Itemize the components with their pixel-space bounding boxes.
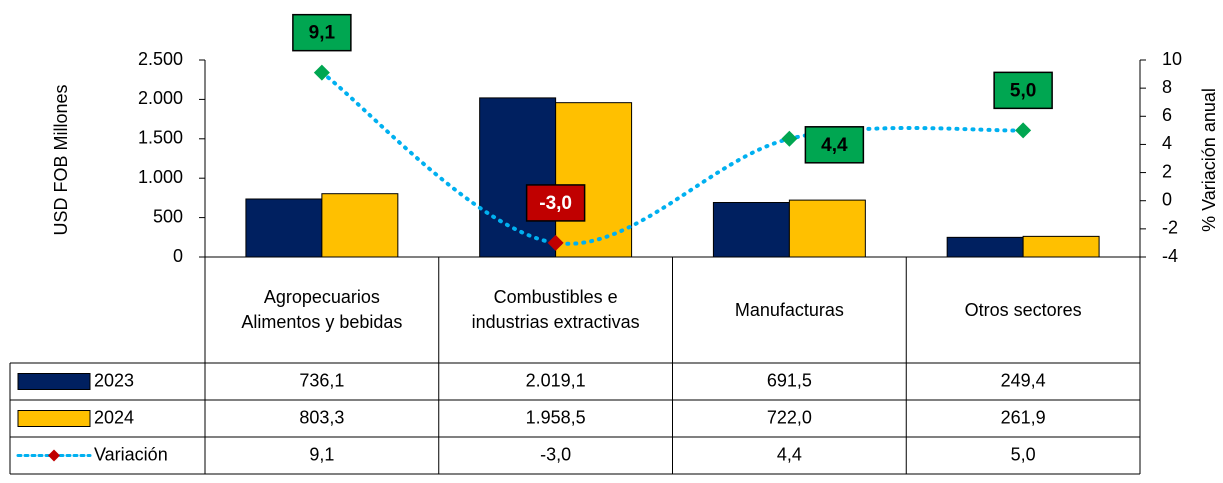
- table-value: 249,4: [1001, 370, 1046, 390]
- data-label-text: 4,4: [821, 135, 848, 156]
- line: [319, 70, 1026, 246]
- data-label: 4,4: [804, 126, 865, 164]
- data-label: -3,0: [525, 184, 586, 222]
- legend-marker: [48, 449, 60, 462]
- data-label: 5,0: [993, 71, 1053, 110]
- table-value: -3,0: [540, 444, 571, 464]
- y-tick-label: 2.500: [138, 49, 183, 69]
- bar: [245, 198, 323, 258]
- legend-label: 2023: [94, 370, 134, 390]
- table-value: 4,4: [777, 444, 802, 464]
- category-label: Agropecuarios Alimentos y bebidas: [241, 287, 403, 332]
- y2-tick-label: -4: [1162, 246, 1178, 266]
- table-value: 261,9: [1001, 407, 1046, 427]
- bar: [946, 236, 1024, 258]
- data-label-box: [804, 126, 865, 164]
- data-label-text: 9,1: [309, 23, 336, 44]
- legend-swatch: [17, 410, 91, 427]
- bar: [555, 102, 633, 258]
- legend-label: Variación: [94, 444, 168, 464]
- data-label-text: 5,0: [1010, 80, 1036, 101]
- table-value: 9,1: [309, 444, 334, 464]
- data-label: 9,1: [292, 13, 352, 52]
- table-value: 5,0: [1011, 444, 1036, 464]
- legend-label: 2024: [94, 407, 134, 427]
- bar: [321, 193, 399, 258]
- y-tick-label: 2.000: [138, 88, 183, 108]
- y2-tick-label: 0: [1162, 189, 1172, 209]
- data-label-text: -3,0: [539, 193, 572, 214]
- y2-tick-label: 2: [1162, 161, 1172, 181]
- bar: [479, 97, 557, 258]
- line-marker: [1015, 122, 1032, 139]
- table-value: 736,1: [299, 370, 344, 390]
- y2-tick-label: 8: [1162, 77, 1172, 97]
- y2-axis-title: % Variación anual: [1199, 88, 1219, 232]
- legend-swatch: [17, 373, 91, 390]
- y2-tick-label: 6: [1162, 105, 1172, 125]
- table-value: 1.958,5: [526, 407, 586, 427]
- category-label: Manufacturas: [734, 299, 844, 320]
- table-value: 722,0: [767, 407, 812, 427]
- bar: [788, 199, 866, 258]
- y-tick-label: 1.500: [138, 128, 183, 148]
- y-tick-label: 1.000: [138, 167, 183, 187]
- y-axis-title: USD FOB Millones: [51, 84, 71, 235]
- y2-tick-label: -2: [1162, 218, 1178, 238]
- y2-tick-label: 4: [1162, 133, 1172, 153]
- data-label-box: [292, 13, 352, 52]
- line-marker: [313, 64, 330, 81]
- table-value: 2.019,1: [526, 370, 586, 390]
- table-value: 691,5: [767, 370, 812, 390]
- y2-tick-label: 10: [1162, 49, 1182, 69]
- line-marker: [781, 130, 798, 147]
- data-label-box: [993, 71, 1053, 110]
- line-marker: [547, 234, 564, 251]
- category-label: Combustibles e industrias extractivas: [471, 287, 640, 332]
- bar: [712, 202, 790, 258]
- y-tick-label: 500: [153, 206, 183, 226]
- table-value: 803,3: [299, 407, 344, 427]
- category-label: Otros sectores: [964, 299, 1082, 320]
- y-tick-label: 0: [173, 246, 183, 266]
- bar: [1022, 235, 1100, 258]
- data-label-box: [525, 184, 586, 222]
